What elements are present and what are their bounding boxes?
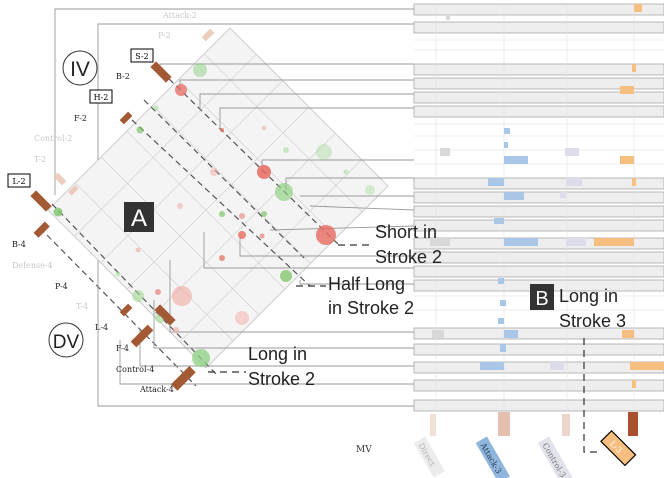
table-row — [413, 91, 664, 104]
label-l-4: L-4 — [95, 323, 108, 332]
svg-text:B: B — [535, 288, 548, 310]
svg-text:in Stroke 2: in Stroke 2 — [328, 298, 414, 318]
table-row — [413, 265, 664, 278]
label-t-4: T-4 — [76, 302, 88, 311]
label-s-2: S-2 — [135, 52, 149, 61]
label-f-2: F-2 — [74, 114, 87, 123]
table-row — [413, 21, 664, 34]
svg-text:Half Long: Half Long — [328, 274, 405, 294]
label-p-2: P-2 — [158, 31, 171, 40]
table-row — [413, 219, 664, 232]
axis-mv: MV — [356, 445, 372, 455]
label-defense-4: Defense-4 — [12, 261, 53, 270]
label-p-4: P-4 — [55, 282, 68, 291]
red-circles — [135, 84, 336, 333]
annotation-half-long-stroke-2: Half Long in Stroke 2 — [328, 274, 414, 318]
panel-a-label: A — [124, 202, 154, 232]
label-control-2: Control-2 — [34, 134, 72, 143]
dv-label: DV — [53, 332, 80, 353]
label-b-2: B-2 — [116, 72, 130, 81]
label-control-4: Control-4 — [116, 365, 154, 374]
label-b-4: B-4 — [12, 240, 26, 249]
axis-attack-3: Attack-3 — [475, 436, 510, 478]
annotation-long-stroke-2: Long in Stroke 2 — [248, 344, 315, 389]
table-row — [413, 77, 664, 90]
svg-text:Stroke 2: Stroke 2 — [248, 369, 315, 389]
bottom-histogram — [430, 412, 638, 436]
svg-text:Long in: Long in — [248, 344, 307, 364]
table-row — [413, 205, 664, 218]
table-row — [413, 105, 664, 118]
svg-text:Short in: Short in — [375, 222, 437, 242]
table-row — [413, 361, 664, 374]
brown-tabs — [30, 61, 196, 391]
label-f-4: F-4 — [116, 344, 129, 353]
table-panel — [413, 3, 664, 436]
iv-badge: IV — [62, 50, 98, 86]
diamond-matrix — [39, 27, 389, 387]
iv-label: IV — [70, 58, 90, 81]
table-row — [413, 3, 664, 16]
table-row — [413, 379, 664, 392]
table-row — [413, 191, 664, 204]
annotation-leaders — [208, 244, 598, 453]
svg-text:Stroke 2: Stroke 2 — [375, 247, 442, 267]
dv-badge: DV — [48, 322, 84, 358]
table-row — [413, 237, 664, 250]
axis-l-3: L-3 — [600, 429, 637, 467]
table-row — [413, 343, 664, 356]
annotation-short-stroke-2: Short in Stroke 2 — [375, 222, 442, 267]
table-row — [413, 251, 664, 264]
svg-text:A: A — [131, 205, 147, 232]
table-row — [413, 399, 664, 412]
panel-b-label: B — [530, 284, 554, 310]
axis-control-3: Control-3 — [537, 436, 573, 478]
svg-text:Long in: Long in — [559, 286, 618, 306]
table-row — [413, 327, 664, 340]
label-h-2: H-2 — [94, 93, 109, 102]
table-row — [413, 177, 664, 190]
label-l-2: L-2 — [12, 177, 25, 186]
table-row — [413, 63, 664, 76]
axis-direct: Direct — [413, 436, 445, 478]
annotation-long-stroke-3: Long in Stroke 3 — [559, 286, 626, 331]
label-attack-4: Attack-4 — [139, 385, 174, 394]
label-t-2: T-2 — [34, 155, 46, 164]
svg-text:Stroke 3: Stroke 3 — [559, 311, 626, 331]
label-attack-2: Attack-2 — [162, 11, 197, 20]
